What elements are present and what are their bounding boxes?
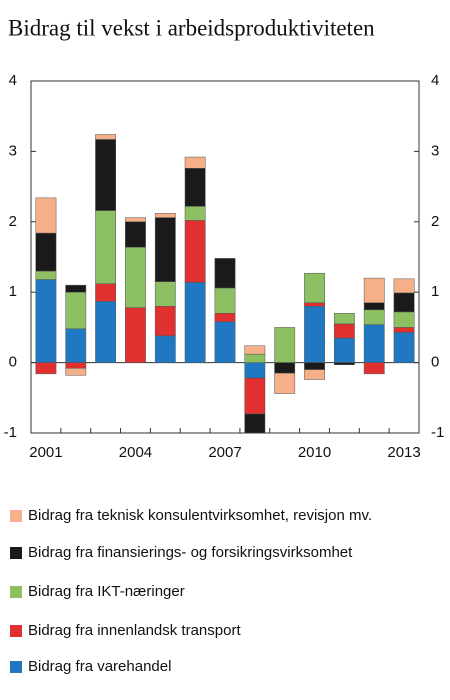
legend-swatch [10,510,22,522]
bar-segment [363,277,385,304]
y2-tick-label: -1 [431,424,444,441]
bar-segment [363,302,385,311]
bar-segment [95,139,117,211]
y-tick-label: 2 [9,213,17,230]
bar-segment [244,345,266,355]
legend-label: Bidrag fra finansierings- og forsikrings… [28,544,353,561]
bar-segment [125,221,146,248]
bar-segment [95,301,117,363]
bar-segment [154,335,176,363]
bar-segment [65,328,87,363]
bar-segment [95,210,117,285]
bar-segment [125,307,146,363]
bar-segment [65,291,87,330]
bar-segment [333,337,355,363]
legend-swatch [10,625,22,637]
bar-segment [154,306,176,337]
bar-segment [154,281,176,307]
bar-segment [154,213,176,218]
bar-segment [184,156,206,169]
bar-segment [304,369,325,380]
bar-segment [274,372,296,394]
y-tick-label: -1 [4,424,17,441]
bar-segment [214,258,236,289]
bar-segment [65,284,87,293]
y2-tick-label: 2 [431,213,439,230]
bar-segment [184,168,206,207]
x-tick-label: 2004 [119,444,152,461]
bar-segment [244,353,266,363]
bar-segment [65,362,87,369]
bar-segment [304,362,325,370]
bar-segment [95,134,117,140]
bar-segment [274,362,296,374]
bar-segment [304,272,325,304]
legend-swatch [10,586,22,598]
bar-segment [35,232,57,272]
y-tick-label: 1 [9,283,17,300]
bar-segment [333,313,355,325]
y-tick-label: 3 [9,142,17,159]
x-tick-label: 2013 [387,444,420,461]
bar-segment [65,367,87,376]
y2-tick-label: 1 [431,283,439,300]
chart-title: Bidrag til vekst i arbeidsproduktivitete… [8,15,375,40]
legend-label: Bidrag fra IKT-næringer [28,583,185,600]
y2-tick-label: 4 [431,72,439,89]
legend-label: Bidrag fra innenlandsk transport [28,622,241,639]
y2-tick-label: 3 [431,142,439,159]
bar-segment [393,311,415,328]
x-tick-label: 2001 [29,444,62,461]
legend-label: Bidrag fra teknisk konsulentvirksomhet, … [28,507,372,524]
bar-segment [333,362,355,365]
bar-segment [393,278,415,294]
bar-segment [393,327,415,333]
bar-segment [393,332,415,363]
bar-segment [35,197,57,234]
bar-segment [184,282,206,363]
legend-swatch [10,547,22,559]
y2-tick-label: 0 [431,354,439,371]
bar-segment [244,362,266,379]
bar-segment [125,246,146,308]
bar-segment [35,362,57,375]
bar-segment [363,309,385,325]
bar-segment [393,292,415,313]
bar-segment [304,306,325,363]
bar-segment [214,321,236,363]
bar-segment [214,287,236,314]
bar-segment [154,217,176,282]
bar-segment [125,217,146,223]
bar-segment [184,206,206,221]
bar-segment [363,362,385,375]
legend-label: Bidrag fra varehandel [28,658,171,675]
y-tick-label: 4 [9,72,17,89]
bar-segment [363,324,385,363]
bar-segment [35,270,57,280]
bar-segment [244,377,266,415]
bar-segment [214,313,236,323]
bar-segment [184,220,206,283]
bar-segment [244,413,266,434]
bar-segment [35,279,57,363]
plot-frame [30,80,420,434]
x-tick-label: 2010 [298,444,331,461]
bar-segment [274,327,296,363]
bar-segment [333,323,355,339]
legend-swatch [10,661,22,673]
x-tick-label: 2007 [208,444,241,461]
bar-segment [304,302,325,307]
y-tick-label: 0 [9,354,17,371]
bar-segment [95,283,117,302]
